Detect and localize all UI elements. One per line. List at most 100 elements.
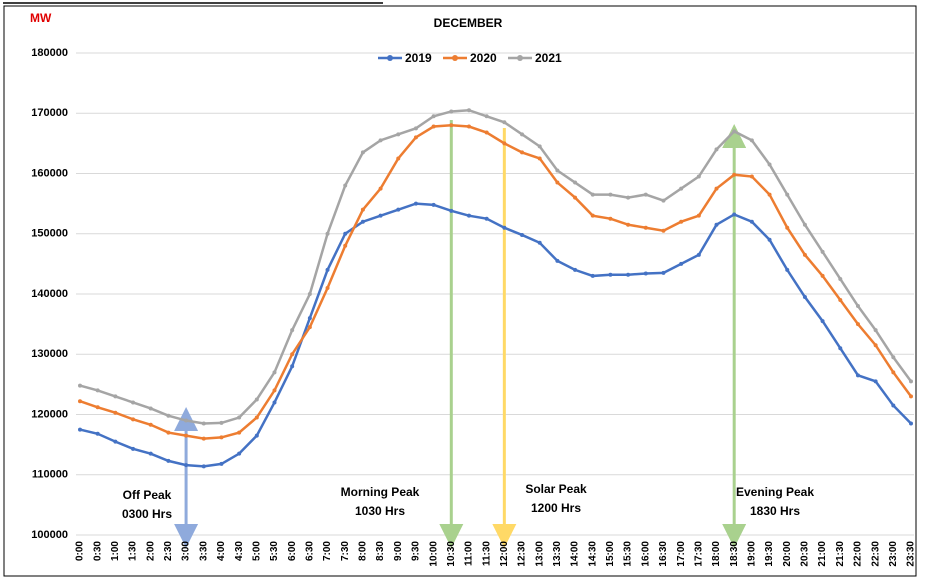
data-point xyxy=(378,213,383,218)
x-tick-label: 12:30 xyxy=(517,541,528,567)
data-point xyxy=(643,225,648,230)
data-point xyxy=(290,364,295,369)
data-point xyxy=(573,180,578,185)
data-point xyxy=(714,222,719,227)
data-point xyxy=(148,422,153,427)
y-tick-label: 130000 xyxy=(31,348,68,360)
x-tick-label: 4:30 xyxy=(234,541,245,561)
x-tick-label: 1:00 xyxy=(110,541,121,561)
data-point xyxy=(909,421,913,426)
data-point xyxy=(95,388,100,393)
x-tick-label: 9:30 xyxy=(411,541,422,561)
data-point xyxy=(785,267,790,272)
annotation-text: Evening Peak xyxy=(736,485,814,499)
data-point xyxy=(855,322,860,327)
y-tick-label: 110000 xyxy=(32,469,68,481)
x-tick-label: 14:00 xyxy=(570,541,581,567)
x-tick-label: 18:30 xyxy=(729,541,740,567)
x-tick-label: 8:00 xyxy=(358,541,369,561)
x-tick-label: 0:00 xyxy=(75,541,86,561)
data-point xyxy=(431,124,436,129)
data-point xyxy=(95,431,100,436)
data-point xyxy=(360,150,365,155)
data-point xyxy=(113,439,118,444)
x-tick-label: 2:30 xyxy=(163,541,174,561)
x-tick-label: 7:30 xyxy=(340,541,351,561)
x-tick-label: 19:00 xyxy=(747,541,758,567)
data-point xyxy=(396,156,401,161)
data-point xyxy=(661,270,666,275)
data-point xyxy=(166,430,171,435)
data-point xyxy=(378,186,383,191)
data-point xyxy=(78,427,82,432)
legend-marker xyxy=(452,55,458,61)
data-point xyxy=(237,451,242,456)
data-point xyxy=(855,373,860,378)
data-point xyxy=(608,192,613,197)
x-tick-label: 20:00 xyxy=(782,541,793,567)
data-point xyxy=(502,225,507,230)
data-point xyxy=(838,276,843,281)
data-point xyxy=(449,123,454,128)
data-point xyxy=(237,415,242,420)
x-tick-label: 5:30 xyxy=(269,541,280,561)
data-point xyxy=(431,202,436,207)
x-tick-label: 20:30 xyxy=(800,541,811,567)
x-tick-label: 13:30 xyxy=(552,541,563,567)
data-point xyxy=(626,272,631,277)
data-point xyxy=(626,222,631,227)
data-point xyxy=(466,124,471,129)
y-tick-label: 160000 xyxy=(31,167,68,179)
data-point xyxy=(148,406,153,411)
series-line xyxy=(79,124,913,440)
data-point xyxy=(643,271,648,276)
x-tick-label: 4:00 xyxy=(216,541,227,561)
data-point xyxy=(343,183,348,188)
data-point xyxy=(820,319,825,324)
data-point xyxy=(272,388,277,393)
x-tick-label: 1:30 xyxy=(128,541,139,561)
x-tick-label: 17:00 xyxy=(676,541,687,567)
annotation-text: 1830 Hrs xyxy=(750,504,800,518)
x-tick-label: 7:00 xyxy=(322,541,333,561)
x-tick-label: 6:00 xyxy=(287,541,298,561)
data-point xyxy=(78,399,82,404)
data-point xyxy=(360,219,365,224)
data-point xyxy=(325,267,330,272)
data-point xyxy=(413,201,418,206)
data-point xyxy=(184,463,189,468)
annotation-text: 1030 Hrs xyxy=(355,504,405,518)
data-point xyxy=(661,198,666,203)
data-point xyxy=(749,219,754,224)
data-point xyxy=(466,108,471,113)
data-point xyxy=(891,355,896,360)
data-point xyxy=(131,417,136,422)
data-point xyxy=(131,400,136,405)
data-point xyxy=(113,410,118,415)
legend-label: 2020 xyxy=(470,51,497,65)
data-point xyxy=(873,379,878,384)
data-point xyxy=(802,252,807,257)
data-point xyxy=(201,464,206,469)
data-point xyxy=(802,222,807,227)
data-point xyxy=(590,273,595,278)
x-tick-label: 11:30 xyxy=(481,541,492,566)
data-point xyxy=(166,413,171,418)
x-tick-label: 2:00 xyxy=(145,541,156,561)
x-tick-label: 9:00 xyxy=(393,541,404,561)
data-point xyxy=(909,379,913,384)
data-point xyxy=(78,383,82,388)
data-point xyxy=(838,298,843,303)
data-point xyxy=(502,141,507,146)
data-point xyxy=(891,370,896,375)
y-tick-label: 140000 xyxy=(31,288,68,300)
data-point xyxy=(360,207,365,212)
data-point xyxy=(219,435,224,440)
y-tick-label: 120000 xyxy=(31,408,68,420)
data-point xyxy=(396,207,401,212)
data-point xyxy=(767,162,772,167)
data-point xyxy=(201,436,206,441)
annotation-text: Off Peak xyxy=(123,488,172,502)
data-point xyxy=(184,433,189,438)
